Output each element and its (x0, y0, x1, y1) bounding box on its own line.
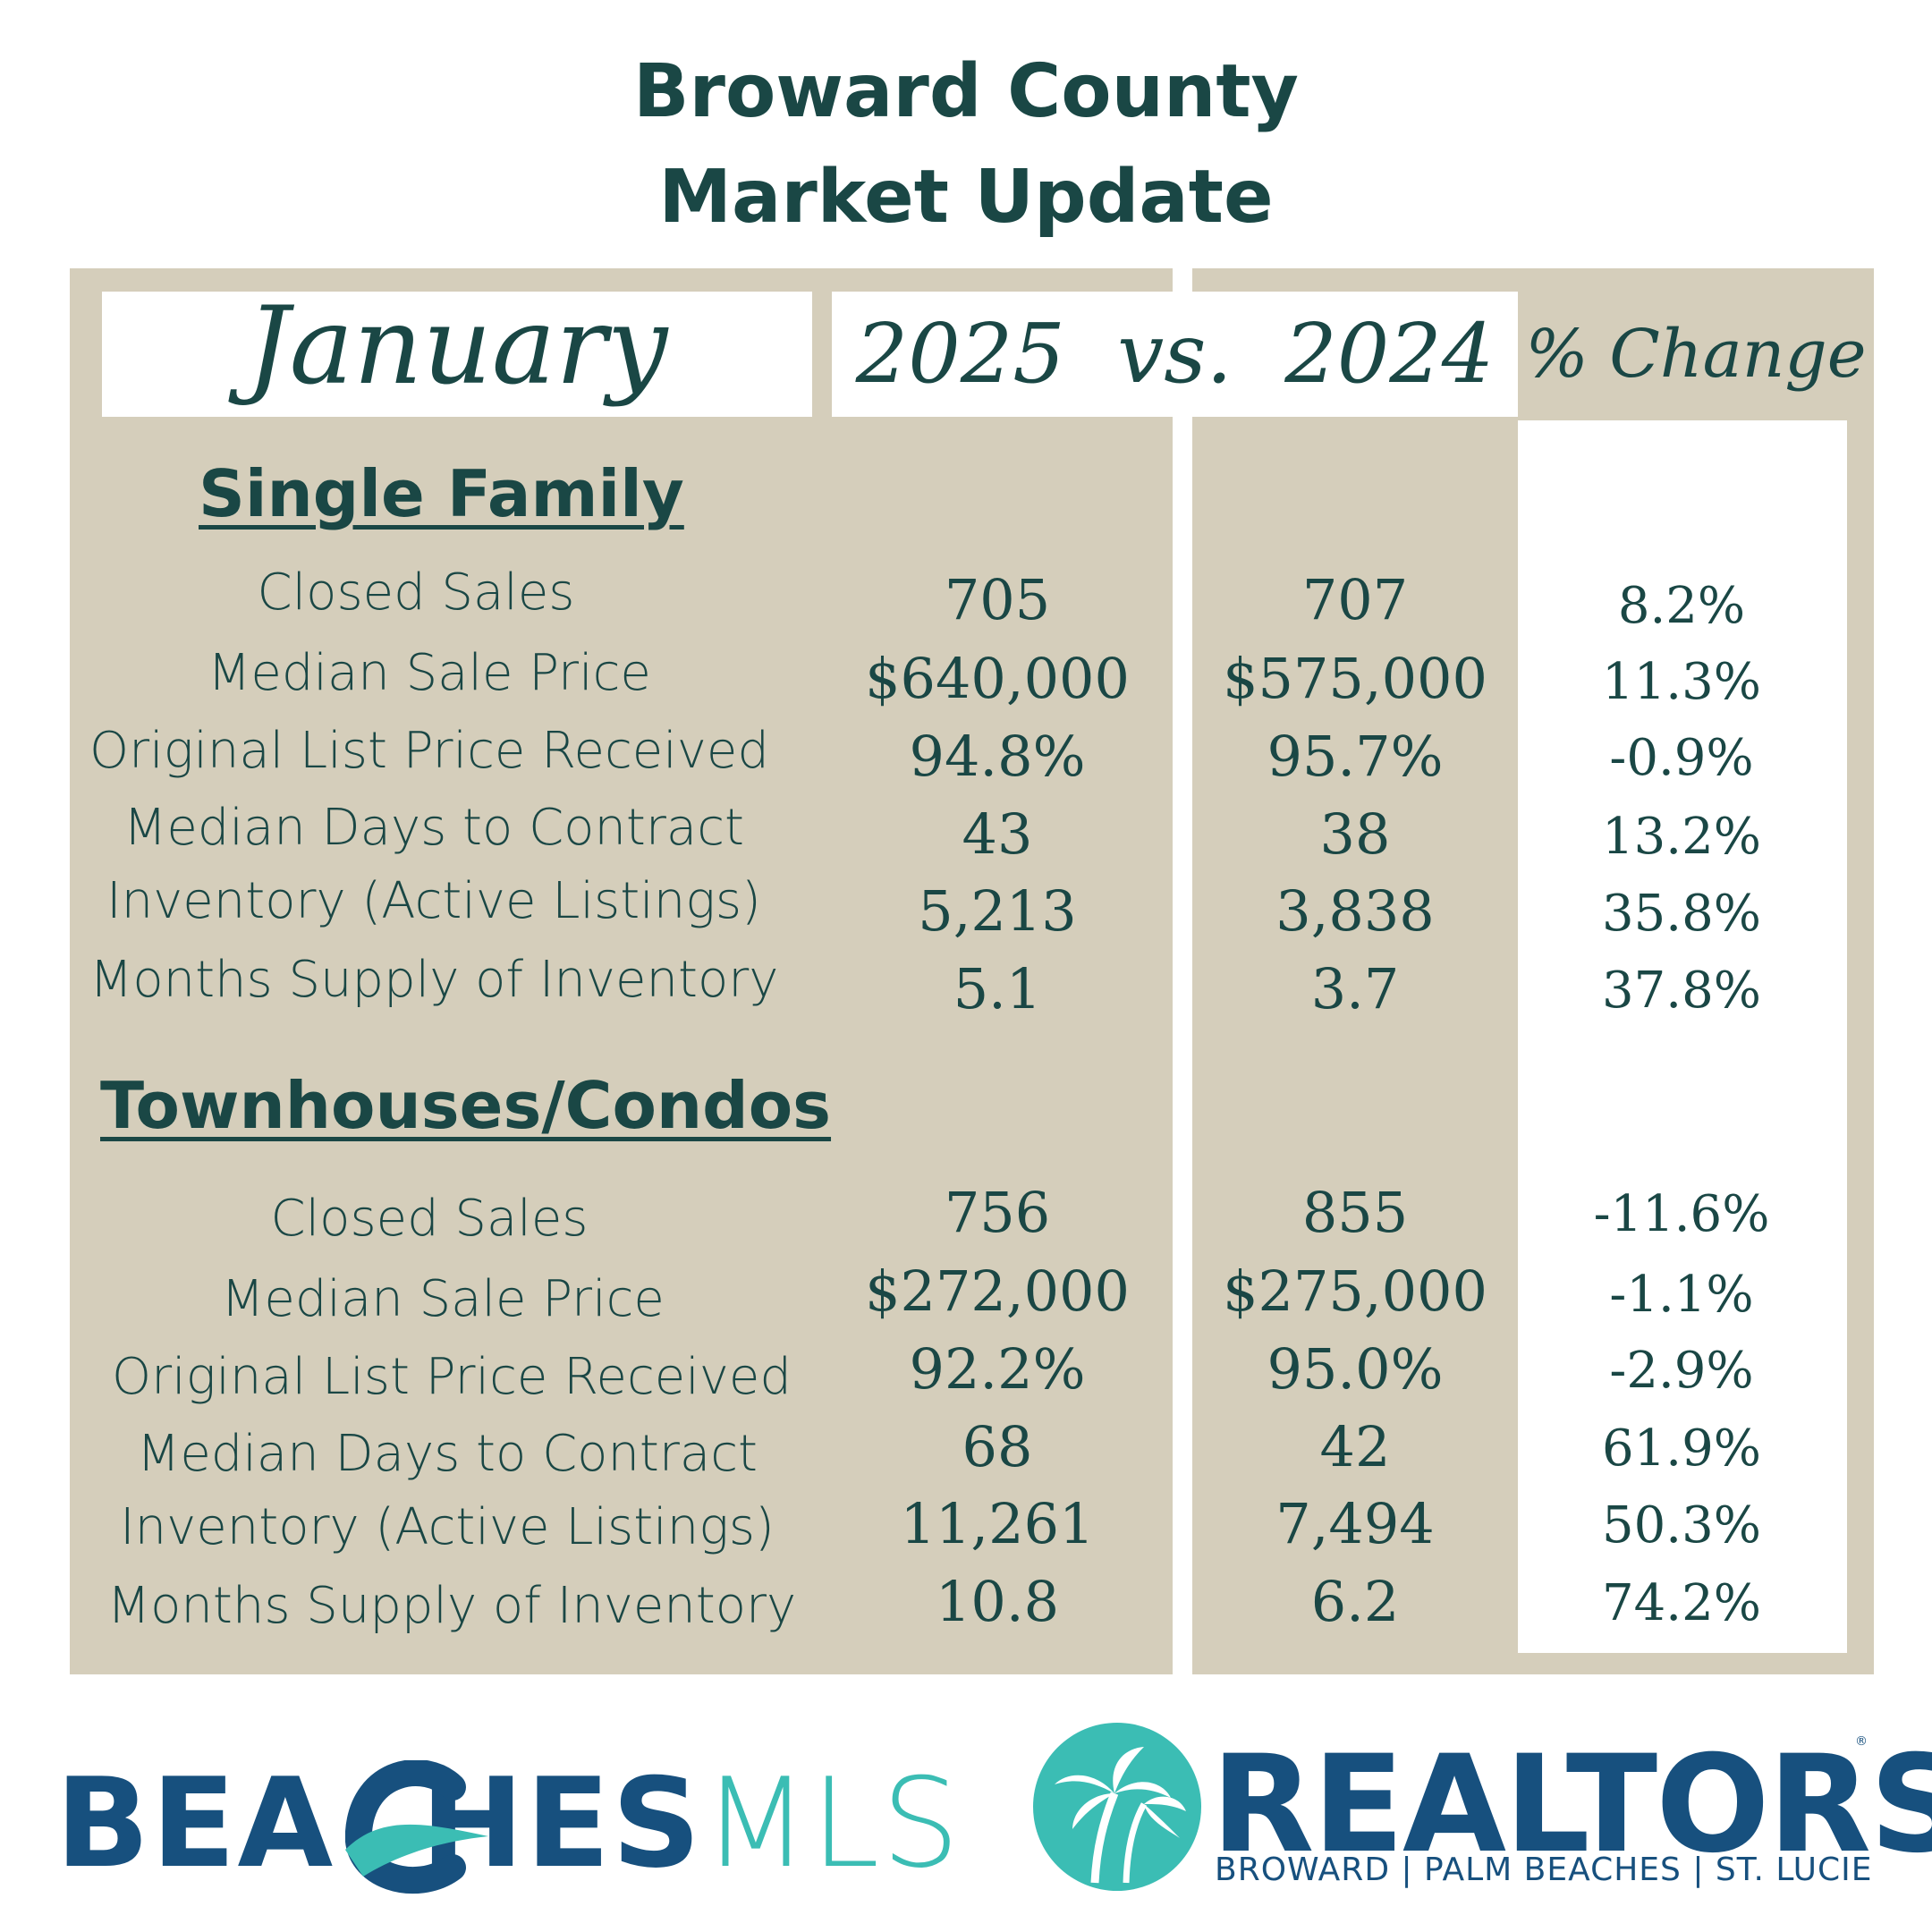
row-label: Months Supply of Inventory (106, 1577, 797, 1635)
registered-mark: ® (1855, 1734, 1868, 1749)
value-2025: 11,261 (900, 1491, 1095, 1556)
value-2025: $272,000 (865, 1258, 1130, 1324)
value-2024: 38 (1319, 801, 1391, 867)
value-2024: $575,000 (1223, 646, 1487, 711)
value-change: 13.2% (1602, 808, 1761, 866)
value-2025: 43 (962, 801, 1033, 867)
month-box (102, 292, 812, 417)
row-label: Inventory (Active Listings) (106, 872, 761, 930)
value-2024: 95.7% (1267, 724, 1444, 789)
value-2024: 95.0% (1267, 1336, 1444, 1402)
row-label: Original List Price Received (112, 1348, 792, 1406)
value-2024: 707 (1301, 567, 1409, 632)
value-2024: $275,000 (1223, 1258, 1487, 1324)
row-label: Inventory (Active Listings) (120, 1498, 775, 1556)
value-2025: 705 (944, 567, 1051, 632)
section-townhouses-condos: Townhouses/Condos (100, 1068, 832, 1143)
value-2025: 5.1 (953, 956, 1042, 1021)
value-2025: $640,000 (865, 646, 1130, 711)
value-2024: 3.7 (1310, 956, 1400, 1021)
value-change: -0.9% (1609, 729, 1754, 787)
realtors-logo: REALTORS ® BROWARD | PALM BEACHES | ST. … (1032, 1722, 1932, 1901)
value-2025: 68 (962, 1414, 1033, 1479)
realtors-text: REALTORS (1211, 1727, 1932, 1883)
value-change: 11.3% (1602, 653, 1761, 711)
month-label: January (246, 284, 668, 409)
beaches-logo-text-1: BEA (55, 1751, 335, 1895)
value-change: 74.2% (1602, 1574, 1761, 1632)
palm-tree-icon (1033, 1723, 1201, 1891)
row-label: Original List Price Received (89, 722, 769, 780)
title-line-2: Market Update (658, 155, 1274, 240)
value-change: 8.2% (1617, 577, 1746, 635)
left-panel (70, 268, 1173, 1674)
value-2024: 3,838 (1275, 878, 1435, 944)
value-change: 61.9% (1602, 1419, 1761, 1478)
beaches-logo-text-2: HES (420, 1751, 703, 1895)
value-2024: 42 (1319, 1414, 1391, 1479)
value-change: 50.3% (1602, 1496, 1761, 1555)
row-label: Median Sale Price (221, 1270, 665, 1328)
value-2024: 6.2 (1310, 1569, 1400, 1634)
section-single-family: Single Family (199, 456, 684, 531)
value-2025: 5,213 (918, 878, 1077, 944)
beaches-logo-mls: MLS (702, 1751, 962, 1895)
row-label: Closed Sales (270, 1190, 589, 1248)
value-2024: 7,494 (1275, 1491, 1435, 1556)
value-2024: 855 (1301, 1180, 1409, 1245)
value-2025: 92.2% (909, 1336, 1086, 1402)
title-line-1: Broward County (633, 49, 1299, 134)
value-2025: 756 (944, 1180, 1051, 1245)
change-label: % Change (1525, 316, 1867, 393)
value-2025: 10.8 (935, 1569, 1060, 1634)
beaches-mls-logo: BEA HESMLS (55, 1751, 960, 1896)
change-column-box (1518, 420, 1847, 1653)
row-label: Months Supply of Inventory (89, 951, 779, 1009)
value-2025: 94.8% (909, 724, 1086, 789)
wave-icon (345, 1760, 488, 1894)
row-label: Median Days to Contract (123, 799, 744, 857)
comparison-label: 2025 vs. 2024 (855, 306, 1495, 402)
row-label: Closed Sales (257, 564, 575, 622)
value-change: 35.8% (1602, 885, 1761, 943)
row-label: Median Days to Contract (137, 1425, 758, 1483)
column-divider (1173, 417, 1192, 1674)
value-change: -11.6% (1593, 1185, 1770, 1243)
row-label: Median Sale Price (208, 644, 651, 702)
comparison-box (832, 292, 1518, 417)
realtors-regions: BROWARD | PALM BEACHES | ST. LUCIE (1215, 1852, 1873, 1888)
value-change: -1.1% (1609, 1266, 1754, 1324)
value-change: 37.8% (1602, 962, 1761, 1020)
value-change: -2.9% (1609, 1342, 1754, 1400)
